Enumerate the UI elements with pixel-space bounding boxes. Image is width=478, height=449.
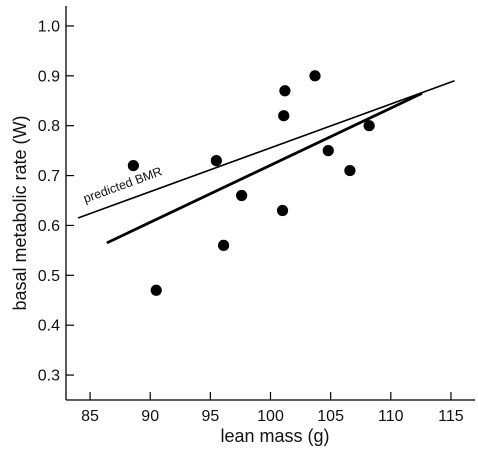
regression-lines <box>77 80 455 245</box>
y-tick-label: 0.6 <box>38 218 60 235</box>
data-point <box>344 164 356 177</box>
annotations: predicted BMR <box>81 164 163 205</box>
y-tick-label: 0.9 <box>38 68 60 85</box>
data-point <box>309 70 321 82</box>
data-point <box>236 189 248 202</box>
y-axis: 0.3 0.4 0.5 0.6 0.7 0.8 0.9 1.0 <box>38 18 74 385</box>
x-tick-label: 85 <box>81 408 99 425</box>
x-tick-label: 100 <box>257 408 284 425</box>
data-point <box>127 159 139 172</box>
data-point <box>210 155 222 167</box>
data-point <box>322 145 334 157</box>
x-axis-label: lean mass (g) <box>220 426 329 446</box>
x-tick-label: 90 <box>141 408 159 425</box>
x-tick-label: 110 <box>378 408 404 425</box>
data-point <box>217 239 230 251</box>
y-tick-label: 0.8 <box>38 118 60 135</box>
y-tick-label: 0.5 <box>38 268 60 285</box>
y-axis-label: basal metabolic rate (W) <box>10 115 30 310</box>
y-tick-label: 1.0 <box>38 18 60 35</box>
fitted-line <box>106 92 423 245</box>
data-point <box>278 110 290 122</box>
x-tick-label: 105 <box>317 408 344 425</box>
y-tick-label: 0.4 <box>38 318 60 335</box>
data-point <box>363 120 375 132</box>
data-points <box>127 70 375 296</box>
y-tick-label: 0.7 <box>38 168 60 185</box>
data-point <box>276 204 289 217</box>
predicted-bmr-line <box>77 80 455 219</box>
y-tick-label: 0.3 <box>38 368 60 385</box>
x-tick-label: 115 <box>438 408 464 425</box>
data-point <box>279 85 291 97</box>
x-tick-label: 95 <box>201 408 219 425</box>
predicted-bmr-label: predicted BMR <box>81 164 163 205</box>
data-point <box>150 284 162 296</box>
x-axis: 85 90 95 100 105 110 115 <box>81 392 464 425</box>
plot-frame <box>65 6 475 401</box>
